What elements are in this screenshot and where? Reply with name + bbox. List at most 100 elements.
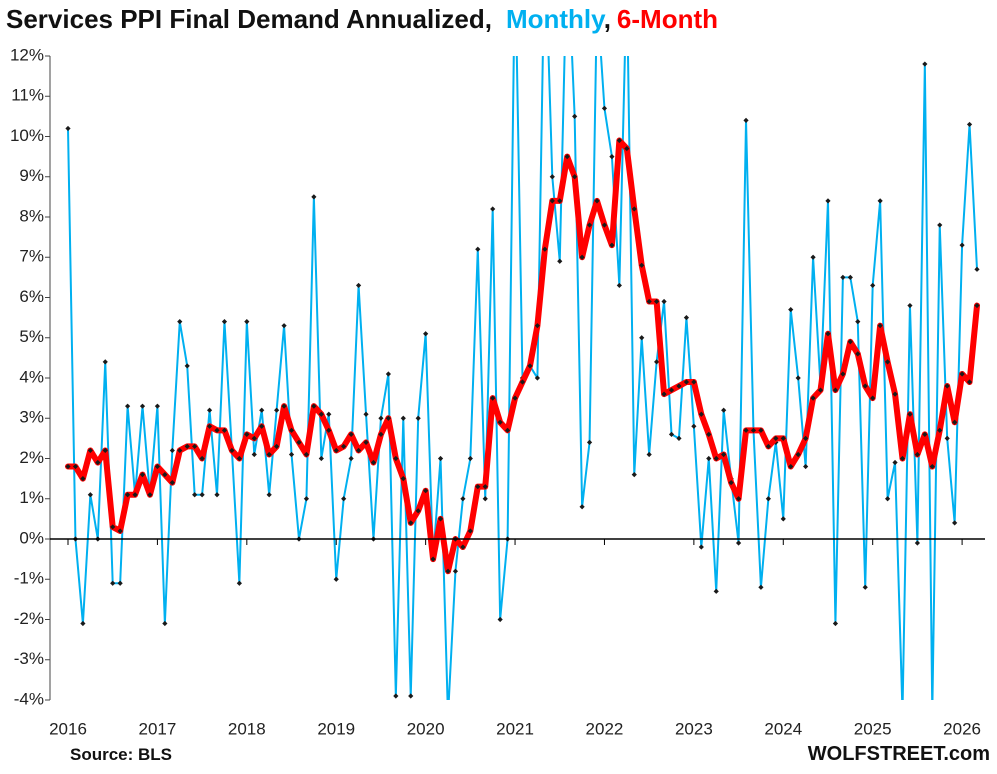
data-point	[944, 383, 950, 389]
data-point	[959, 371, 965, 377]
data-point	[735, 496, 742, 502]
data-point	[683, 379, 690, 385]
data-point	[400, 415, 406, 421]
data-point	[169, 480, 175, 486]
x-tick-label: 2016	[49, 719, 87, 738]
data-point	[646, 298, 652, 305]
x-tick-label: 2019	[317, 719, 355, 738]
data-point	[341, 443, 347, 450]
data-point	[847, 274, 853, 280]
data-point	[296, 439, 302, 445]
data-point	[646, 451, 652, 458]
data-point	[668, 431, 675, 437]
data-point	[229, 447, 235, 454]
data-point	[683, 315, 690, 321]
data-point	[385, 415, 391, 421]
y-tick-label: -4%	[14, 689, 44, 708]
data-point	[162, 620, 168, 627]
data-point	[274, 443, 280, 450]
data-point	[840, 371, 846, 377]
data-point	[758, 427, 764, 433]
data-point	[378, 431, 384, 437]
data-point	[259, 407, 265, 413]
data-point	[65, 125, 71, 132]
data-point	[355, 447, 362, 454]
data-point	[616, 282, 622, 289]
chart-title: Services PPI Final Demand Annualized, Mon…	[6, 4, 718, 34]
data-point	[110, 524, 116, 530]
data-point	[162, 472, 168, 478]
data-point	[139, 403, 146, 409]
data-point	[810, 254, 816, 260]
data-point	[117, 528, 123, 534]
data-point	[214, 492, 220, 498]
data-point	[430, 556, 436, 562]
data-point	[862, 383, 868, 389]
data-point	[884, 496, 891, 502]
data-point	[572, 113, 578, 119]
data-point	[214, 427, 220, 433]
data-point	[266, 492, 272, 498]
data-point	[482, 496, 488, 502]
data-point	[937, 427, 943, 433]
y-tick-label: 6%	[19, 287, 44, 306]
y-tick-label: 0%	[19, 528, 44, 547]
data-point	[65, 463, 71, 470]
data-point	[631, 206, 637, 212]
data-point	[944, 435, 950, 441]
data-point	[966, 121, 973, 128]
y-tick-label: 4%	[19, 367, 44, 386]
data-point	[199, 492, 205, 498]
data-point	[639, 335, 645, 341]
watermark: WOLFSTREET.com	[808, 743, 990, 765]
data-point	[527, 363, 533, 369]
data-point	[907, 302, 913, 309]
data-point	[408, 693, 414, 699]
data-point	[832, 620, 839, 627]
data-point	[974, 266, 980, 272]
data-point	[288, 427, 295, 433]
data-point	[281, 403, 287, 409]
data-point	[460, 544, 466, 550]
plot-area	[65, 56, 980, 719]
data-point	[251, 451, 257, 458]
data-point	[847, 339, 853, 345]
data-point	[415, 508, 421, 514]
data-point	[601, 222, 608, 228]
data-point	[311, 194, 317, 200]
data-point	[870, 282, 876, 289]
data-point	[102, 359, 108, 365]
data-point	[884, 359, 891, 365]
data-point	[423, 488, 429, 494]
legend-entry: 6-Month	[617, 4, 718, 34]
y-tick-label: 2%	[19, 448, 44, 467]
data-point	[259, 423, 265, 429]
data-point	[244, 319, 250, 325]
data-point	[661, 298, 667, 305]
data-point	[549, 174, 555, 180]
x-tick-label: 2023	[675, 719, 713, 738]
data-point	[691, 423, 697, 429]
data-point	[169, 447, 175, 454]
data-point	[125, 403, 131, 409]
data-point	[72, 463, 79, 470]
data-point	[557, 198, 563, 204]
x-tick-label: 2022	[586, 719, 624, 738]
data-point	[274, 407, 280, 413]
data-point	[572, 174, 578, 180]
data-point	[221, 427, 228, 433]
data-point	[966, 379, 973, 385]
y-tick-label: -1%	[14, 569, 44, 588]
data-point	[184, 363, 190, 369]
data-point	[154, 403, 161, 409]
data-point	[758, 584, 764, 590]
data-point	[355, 282, 362, 289]
data-point	[862, 584, 868, 590]
data-point	[236, 455, 242, 462]
data-point	[631, 472, 637, 478]
data-point	[445, 714, 450, 719]
data-point	[840, 274, 846, 280]
title-text: Services PPI Final Demand Annualized,	[6, 4, 492, 34]
data-point	[80, 476, 86, 482]
data-point	[192, 443, 198, 450]
